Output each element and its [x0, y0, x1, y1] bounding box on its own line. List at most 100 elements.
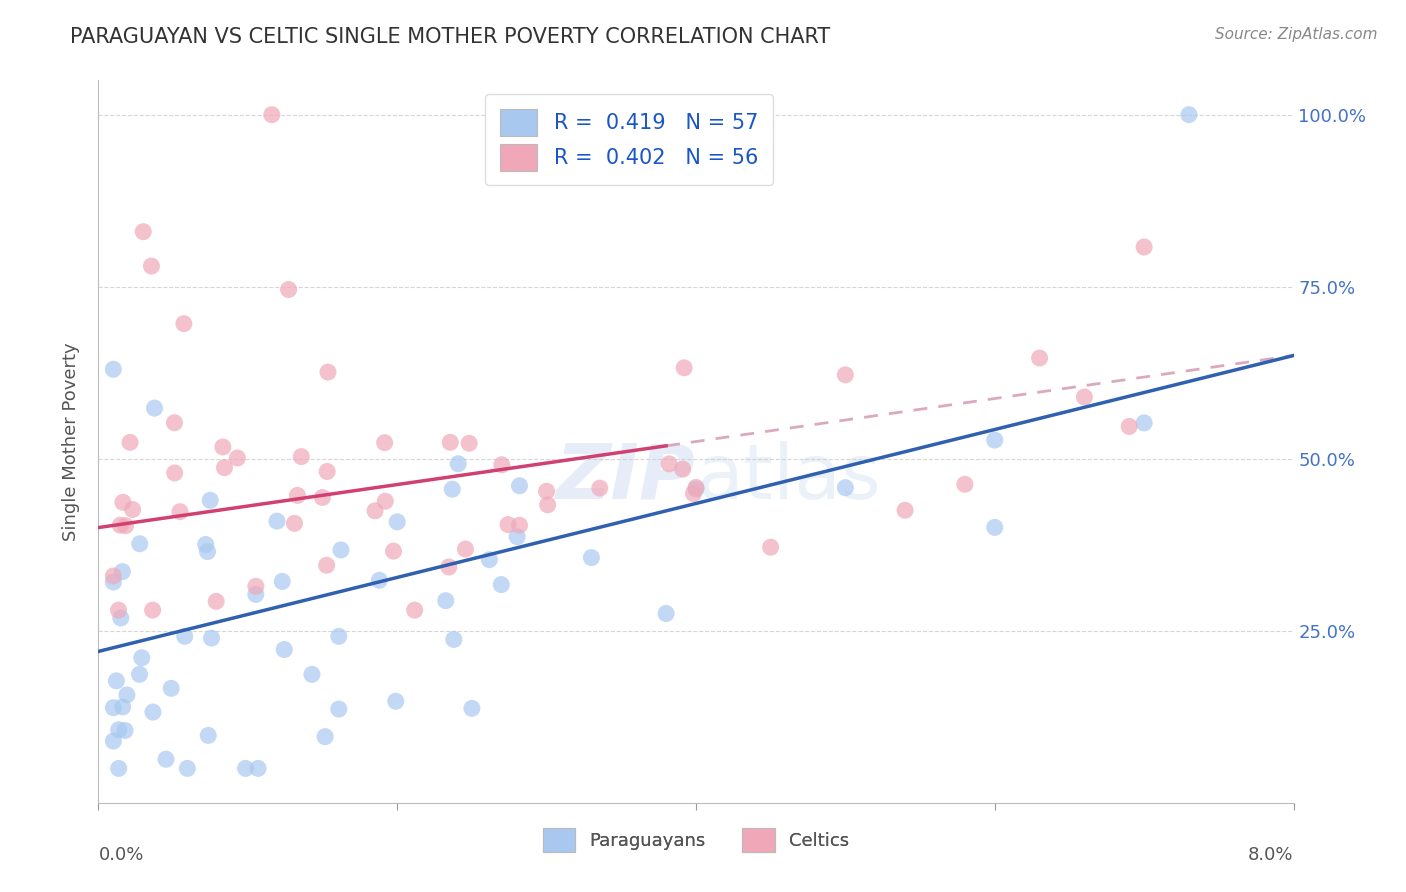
- Point: [364, 504, 387, 518]
- Point: [1118, 419, 1140, 434]
- Point: [434, 593, 457, 607]
- Point: [103, 700, 125, 714]
- Point: [536, 484, 558, 499]
- Point: [131, 650, 153, 665]
- Text: Source: ZipAtlas.com: Source: ZipAtlas.com: [1215, 27, 1378, 42]
- Point: [443, 632, 465, 647]
- Point: [194, 537, 217, 551]
- Point: [984, 520, 1007, 534]
- Point: [374, 435, 396, 450]
- Point: [673, 360, 696, 375]
- Point: [685, 482, 707, 496]
- Point: [128, 537, 150, 551]
- Point: [301, 667, 323, 681]
- Point: [176, 761, 198, 775]
- Point: [316, 465, 339, 479]
- Point: [200, 631, 222, 645]
- Point: [277, 283, 299, 297]
- Text: 0.0%: 0.0%: [98, 847, 143, 864]
- Point: [142, 603, 165, 617]
- Point: [107, 603, 129, 617]
- Point: [658, 457, 681, 471]
- Point: [197, 544, 219, 558]
- Point: [447, 457, 470, 471]
- Point: [834, 368, 856, 382]
- Point: [536, 498, 558, 512]
- Point: [155, 752, 177, 766]
- Point: [581, 550, 603, 565]
- Point: [273, 642, 295, 657]
- Point: [205, 594, 228, 608]
- Point: [226, 450, 249, 465]
- Point: [368, 574, 391, 588]
- Point: [329, 543, 352, 558]
- Point: [478, 552, 501, 566]
- Point: [834, 481, 856, 495]
- Point: [169, 505, 191, 519]
- Point: [107, 723, 129, 737]
- Point: [266, 514, 288, 528]
- Point: [103, 574, 125, 589]
- Point: [160, 681, 183, 696]
- Point: [245, 579, 267, 593]
- Point: [382, 544, 405, 558]
- Point: [759, 540, 782, 554]
- Point: [260, 108, 283, 122]
- Point: [589, 481, 612, 495]
- Point: [110, 611, 132, 625]
- Point: [200, 493, 222, 508]
- Point: [121, 502, 143, 516]
- Point: [439, 435, 461, 450]
- Point: [118, 435, 141, 450]
- Point: [458, 436, 481, 450]
- Point: [111, 565, 134, 579]
- Point: [110, 518, 132, 533]
- Point: [984, 433, 1007, 447]
- Point: [235, 761, 257, 775]
- Point: [682, 486, 704, 500]
- Text: PARAGUAYAN VS CELTIC SINGLE MOTHER POVERTY CORRELATION CHART: PARAGUAYAN VS CELTIC SINGLE MOTHER POVER…: [70, 27, 831, 46]
- Point: [1133, 240, 1156, 254]
- Point: [508, 518, 530, 533]
- Point: [454, 542, 477, 557]
- Point: [1178, 108, 1201, 122]
- Point: [328, 629, 350, 643]
- Point: [143, 401, 166, 416]
- Point: [271, 574, 294, 589]
- Point: [111, 700, 134, 714]
- Point: [111, 495, 134, 509]
- Point: [461, 701, 484, 715]
- Point: [107, 761, 129, 775]
- Point: [315, 558, 337, 573]
- Point: [404, 603, 426, 617]
- Point: [385, 515, 409, 529]
- Point: [128, 667, 150, 681]
- Point: [105, 673, 128, 688]
- Point: [441, 482, 464, 496]
- Point: [197, 728, 219, 742]
- Point: [508, 479, 530, 493]
- Point: [114, 723, 136, 738]
- Point: [115, 688, 138, 702]
- Text: ZIP: ZIP: [557, 441, 696, 515]
- Point: [163, 416, 186, 430]
- Point: [1073, 390, 1095, 404]
- Point: [314, 730, 336, 744]
- Point: [103, 734, 125, 748]
- Legend: Paraguayans, Celtics: Paraguayans, Celtics: [536, 822, 856, 859]
- Y-axis label: Single Mother Poverty: Single Mother Poverty: [62, 343, 80, 541]
- Point: [496, 517, 519, 532]
- Point: [384, 694, 406, 708]
- Point: [132, 225, 155, 239]
- Text: atlas: atlas: [696, 441, 880, 515]
- Point: [311, 491, 333, 505]
- Point: [163, 466, 186, 480]
- Point: [894, 503, 917, 517]
- Point: [142, 705, 165, 719]
- Point: [290, 450, 312, 464]
- Point: [1133, 416, 1156, 430]
- Point: [212, 440, 235, 454]
- Point: [655, 607, 678, 621]
- Point: [173, 629, 195, 643]
- Point: [103, 362, 125, 376]
